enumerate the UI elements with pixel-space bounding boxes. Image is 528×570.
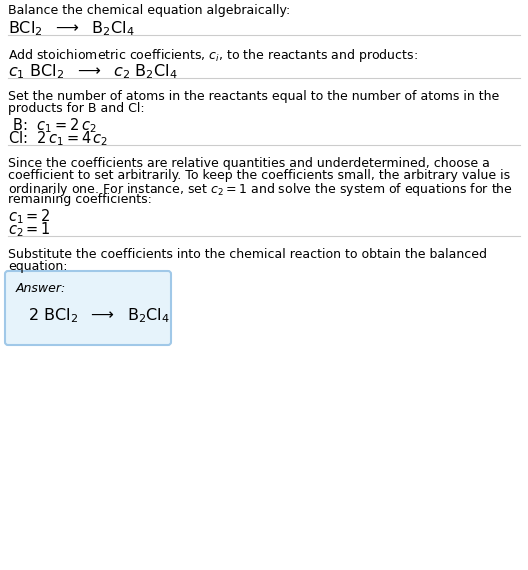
Text: equation:: equation: [8,260,68,273]
Text: $c_1$ BCl$_2$  $\longrightarrow$  $c_2$ B$_2$Cl$_4$: $c_1$ BCl$_2$ $\longrightarrow$ $c_2$ B$… [8,62,178,81]
Text: $c_1 = 2$: $c_1 = 2$ [8,207,51,226]
Text: B:  $c_1 = 2\,c_2$: B: $c_1 = 2\,c_2$ [8,116,97,135]
Text: Cl:  $2\,c_1 = 4\,c_2$: Cl: $2\,c_1 = 4\,c_2$ [8,129,108,148]
Text: 2 BCl$_2$  $\longrightarrow$  B$_2$Cl$_4$: 2 BCl$_2$ $\longrightarrow$ B$_2$Cl$_4$ [28,306,170,325]
Text: Set the number of atoms in the reactants equal to the number of atoms in the: Set the number of atoms in the reactants… [8,90,499,103]
Text: $c_2 = 1$: $c_2 = 1$ [8,220,51,239]
Text: Since the coefficients are relative quantities and underdetermined, choose a: Since the coefficients are relative quan… [8,157,490,170]
Text: Answer:: Answer: [16,282,66,295]
Text: Balance the chemical equation algebraically:: Balance the chemical equation algebraica… [8,4,290,17]
Text: ordinarily one. For instance, set $c_2 = 1$ and solve the system of equations fo: ordinarily one. For instance, set $c_2 =… [8,181,513,198]
FancyBboxPatch shape [5,271,171,345]
Text: products for B and Cl:: products for B and Cl: [8,102,145,115]
Text: Add stoichiometric coefficients, $c_i$, to the reactants and products:: Add stoichiometric coefficients, $c_i$, … [8,47,418,64]
Text: BCl$_2$  $\longrightarrow$  B$_2$Cl$_4$: BCl$_2$ $\longrightarrow$ B$_2$Cl$_4$ [8,19,135,38]
Text: remaining coefficients:: remaining coefficients: [8,193,152,206]
Text: coefficient to set arbitrarily. To keep the coefficients small, the arbitrary va: coefficient to set arbitrarily. To keep … [8,169,510,182]
Text: Substitute the coefficients into the chemical reaction to obtain the balanced: Substitute the coefficients into the che… [8,248,487,261]
